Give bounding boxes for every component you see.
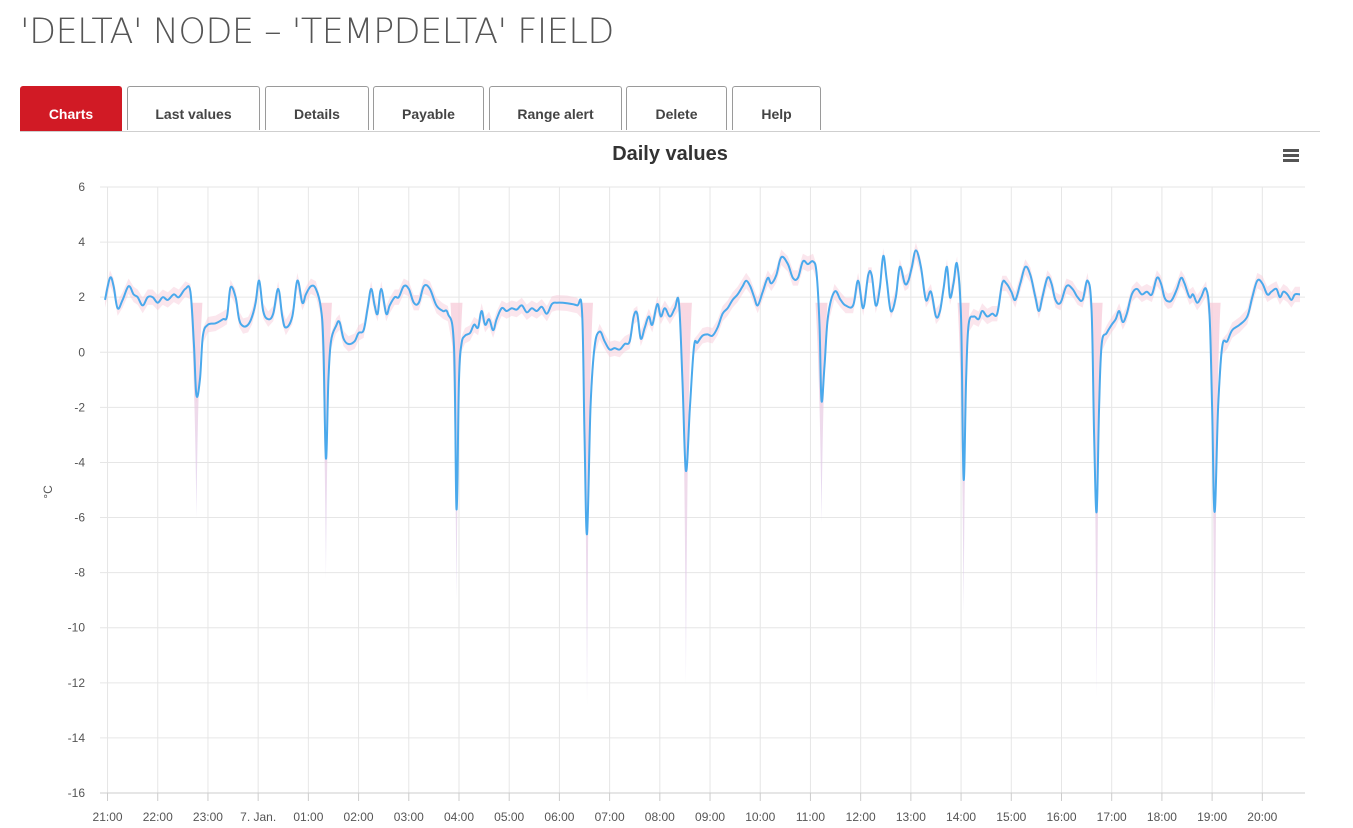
tab-details[interactable]: Details [265,86,369,130]
grid-lines [100,186,1305,794]
y-tick-label: 6 [78,180,85,194]
tab-charts[interactable]: Charts [20,86,122,131]
y-tick-label: -8 [74,566,85,580]
range-band-dip [190,302,203,518]
hamburger-menu-icon[interactable] [1281,147,1301,165]
y-axis-label: °C [41,485,55,499]
x-tick-label: 22:00 [143,810,173,824]
x-tick-label: 01:00 [293,810,323,824]
tab-bar: Charts Last values Details Payable Range… [20,86,1320,132]
tab-delete[interactable]: Delete [626,86,727,130]
x-tick-label: 03:00 [394,810,424,824]
y-tick-label: -4 [74,455,85,469]
y-tick-label: 4 [78,235,85,249]
y-axis: 6 4 2 0 -2 -4 -6 -8 -10 -12 -14 -16 [68,180,86,800]
x-tick-label: 04:00 [444,810,474,824]
page-title: 'DELTA' NODE – 'TEMPDELTA' FIELD [20,12,614,52]
y-tick-label: -2 [74,400,85,414]
tab-help[interactable]: Help [732,86,821,130]
range-band [105,242,1300,542]
tab-range-alert[interactable]: Range alert [489,86,622,130]
tab-payable[interactable]: Payable [373,86,484,130]
x-tick-label: 14:00 [946,810,976,824]
x-tick-label: 21:00 [93,810,123,824]
y-tick-label: -14 [68,731,86,745]
x-tick-label: 18:00 [1147,810,1177,824]
x-tick-label: 06:00 [544,810,574,824]
x-tick-label: 08:00 [645,810,675,824]
y-tick-label: -10 [68,621,86,635]
chart-title: Daily values [612,143,728,165]
y-tick-label: 0 [78,345,85,359]
range-band-dip [581,302,594,705]
x-tick-label: 23:00 [193,810,223,824]
x-tick-label: 09:00 [695,810,725,824]
x-tick-label: 7. Jan. [240,810,276,824]
series-line [104,249,1301,536]
chart-area: Daily values 6 4 2 0 -2 -4 -6 -8 -10 -12 -14 -16 21… [41,143,1305,824]
x-tick-label: 20:00 [1247,810,1277,824]
range-band-dip [679,302,692,683]
tab-last-values[interactable]: Last values [127,86,260,130]
x-tick-label: 17:00 [1097,810,1127,824]
y-tick-label: -6 [74,511,85,525]
x-tick-label: 02:00 [344,810,374,824]
y-tick-label: -12 [68,676,86,690]
x-tick-label: 15:00 [996,810,1026,824]
x-tick-label: 11:00 [796,810,825,824]
x-tick-label: 10:00 [745,810,775,824]
x-tick-label: 13:00 [896,810,926,824]
y-tick-label: -16 [68,786,86,800]
x-tick-label: 05:00 [494,810,524,824]
y-tick-label: 2 [78,290,85,304]
x-tick-label: 07:00 [595,810,625,824]
series-lines [104,249,1301,536]
x-tick-label: 19:00 [1197,810,1227,824]
x-tick-label: 16:00 [1046,810,1076,824]
x-tick-label: 12:00 [846,810,876,824]
x-axis: 21:00 22:00 23:00 7. Jan. 01:00 02:00 03:00 04:… [93,792,1305,824]
